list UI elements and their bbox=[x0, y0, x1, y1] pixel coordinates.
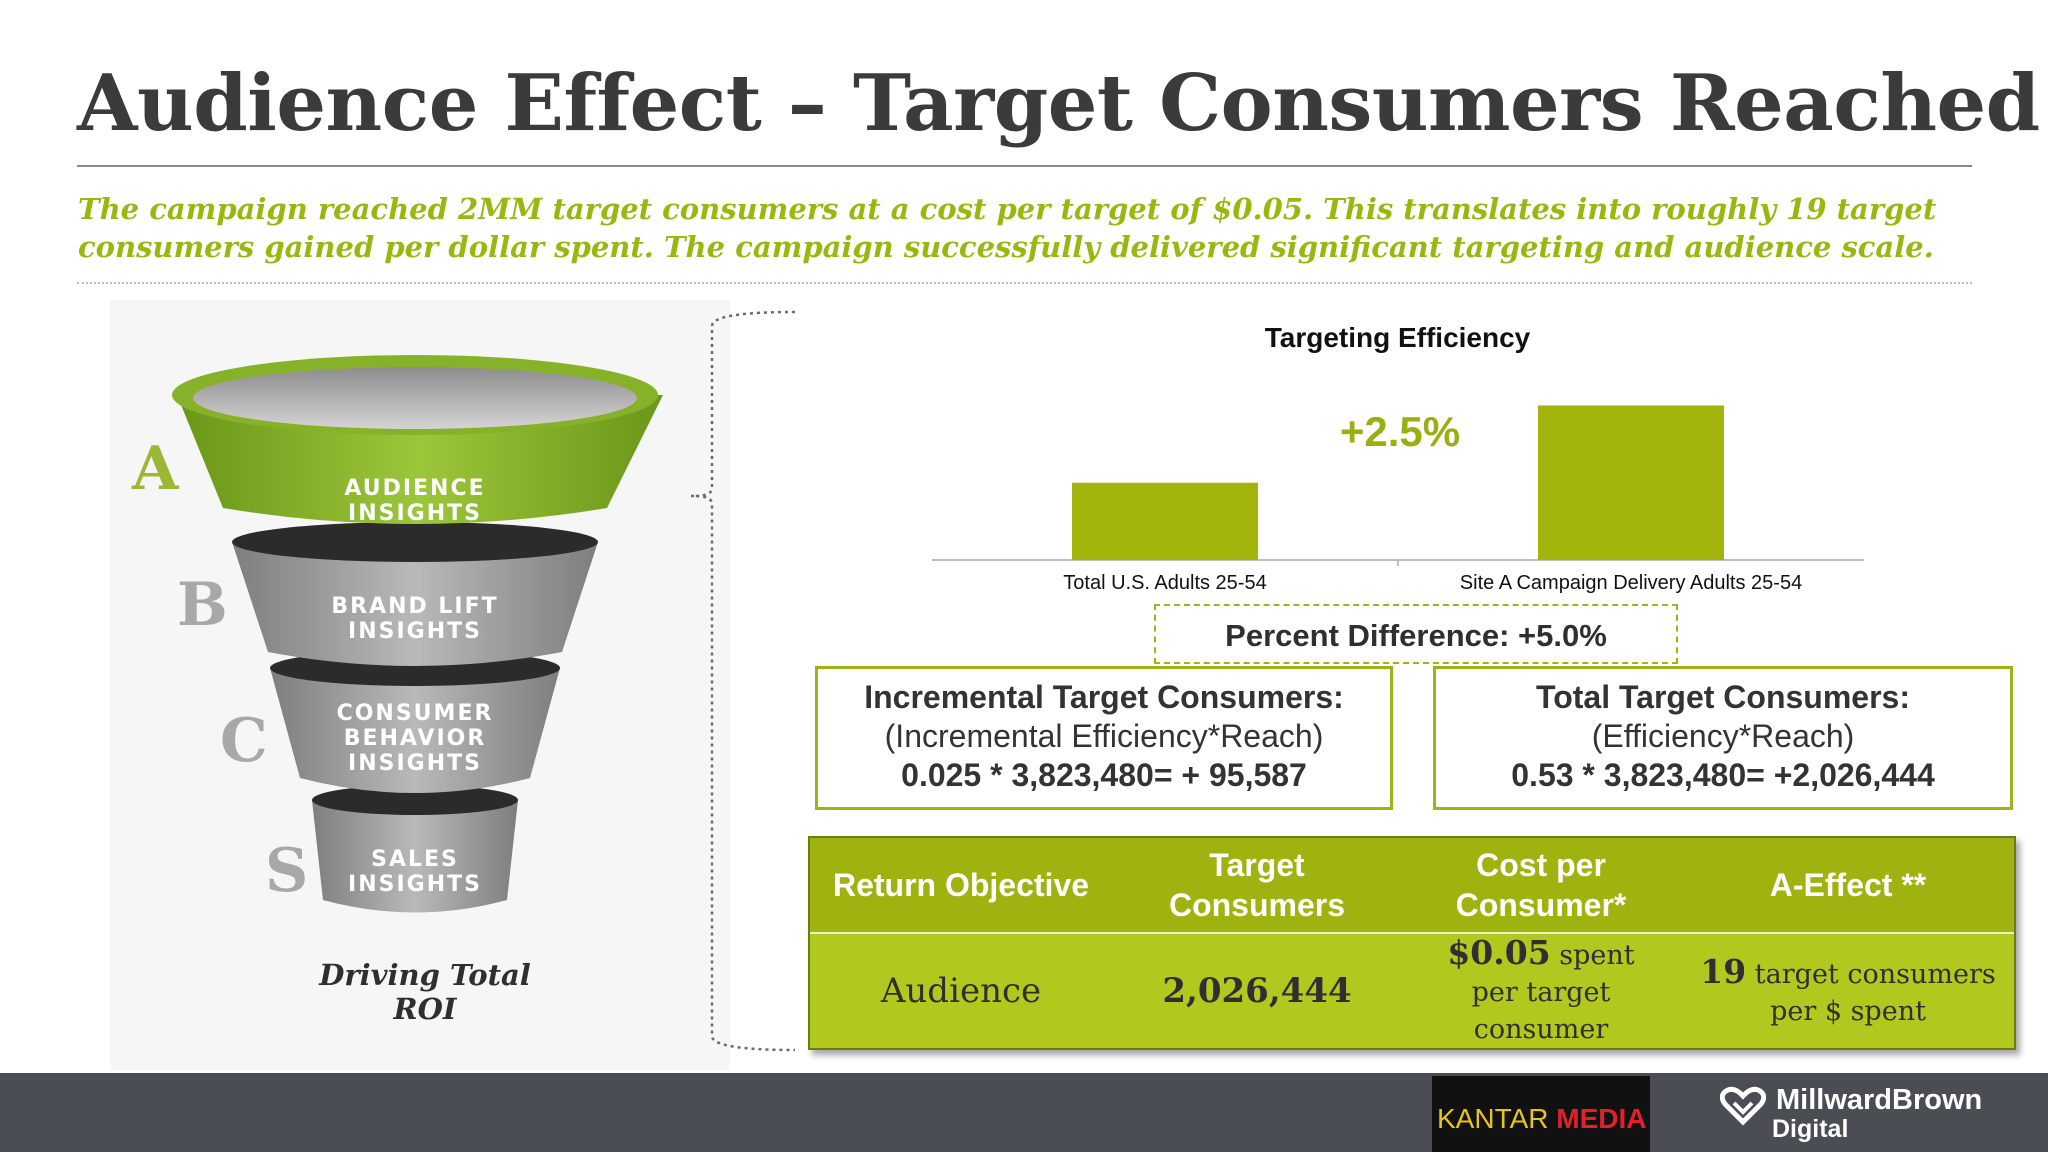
heart-icon bbox=[1720, 1086, 1766, 1126]
stage-letter-a: A bbox=[132, 434, 179, 504]
effect-value: 19 bbox=[1700, 951, 1747, 991]
funnel-caption: Driving Total ROI bbox=[319, 958, 531, 1026]
total-result: 0.53 * 3,823,480= +2,026,444 bbox=[1511, 757, 1935, 793]
total-heading: Total Target Consumers: bbox=[1536, 679, 1910, 715]
header-return-objective: Return Objective bbox=[832, 867, 1090, 903]
kantar-media-wordmark: KANTAR MEDIA bbox=[1437, 1103, 1647, 1135]
tick-label-site-a: Site A Campaign Delivery Adults 25-54 bbox=[1459, 572, 1803, 594]
incremental-target-box: Incremental Target Consumers: (Increment… bbox=[815, 666, 1393, 810]
total-target-box: Total Target Consumers: (Efficiency*Reac… bbox=[1433, 666, 2013, 810]
total-formula: (Efficiency*Reach) bbox=[1591, 718, 1855, 754]
incremental-heading: Incremental Target Consumers: bbox=[864, 679, 1344, 715]
chart-title: Targeting Efficiency bbox=[1264, 322, 1531, 353]
effect-suffix: target consumers bbox=[1746, 958, 1996, 990]
cell-a-effect: 19 target consumers per $ spent bbox=[1680, 934, 2016, 1048]
chart-annotation: +2.5% bbox=[1339, 408, 1461, 455]
stage-label-consumer-behavior: CONSUMER BEHAVIOR INSIGHTS bbox=[336, 701, 494, 776]
cell-objective: Audience bbox=[880, 971, 1042, 1011]
stage-label-audience: AUDIENCE INSIGHTS bbox=[344, 476, 486, 526]
stage-label-sales: SALES INSIGHTS bbox=[348, 847, 482, 897]
table-header bbox=[810, 838, 2014, 932]
bar-0 bbox=[1072, 482, 1258, 560]
title-divider bbox=[77, 165, 1972, 167]
millward-brown-wordmark: MillwardBrown bbox=[1776, 1084, 1983, 1116]
percent-difference-box bbox=[1154, 604, 1678, 664]
kantar-word: KANTAR bbox=[1437, 1103, 1549, 1134]
footer-bar bbox=[0, 1073, 2048, 1152]
kantar-media-word: MEDIA bbox=[1556, 1103, 1647, 1134]
dotted-brace bbox=[690, 310, 796, 1052]
stage-letter-s: S bbox=[265, 836, 309, 906]
cost-value: $0.05 bbox=[1447, 933, 1551, 972]
slide-subtitle: The campaign reached 2MM target consumer… bbox=[78, 192, 1937, 264]
kantar-media-logo bbox=[1432, 1076, 1650, 1152]
cell-target-consumers: 2,026,444 bbox=[1162, 971, 1352, 1011]
effect-line2: per $ spent bbox=[1770, 995, 1926, 1027]
results-table: Return Objective Target Consumers Cost p… bbox=[808, 836, 2016, 1050]
subtitle-divider bbox=[77, 282, 1972, 284]
cost-line2: per target consumer bbox=[1471, 977, 1611, 1045]
percent-difference-label: Percent Difference: +5.0% bbox=[1225, 618, 1607, 653]
funnel-graphic bbox=[172, 355, 663, 913]
header-target-consumers: Target Consumers bbox=[1168, 847, 1346, 923]
cell-cost-per-consumer: $0.05 spent per target consumer bbox=[1402, 934, 1680, 1048]
header-cost-per-consumer: Cost per Consumer* bbox=[1455, 847, 1627, 923]
slide-title: Audience Effect – Target Consumers Reach… bbox=[77, 58, 2040, 149]
millward-brown-digital: Digital bbox=[1772, 1115, 1849, 1143]
stage-label-brand-lift: BRAND LIFT INSIGHTS bbox=[331, 594, 499, 644]
stage-letter-b: B bbox=[177, 570, 228, 640]
table-row bbox=[810, 934, 2014, 1048]
cost-suffix: spent bbox=[1550, 940, 1635, 971]
efficiency-bar-chart bbox=[932, 405, 1864, 566]
roi-funnel: A B C S AUDIENCE INSIGHTS BRAND LIFT INS… bbox=[110, 300, 730, 1070]
header-a-effect: A-Effect ** bbox=[1769, 867, 1927, 903]
tick-label-us-adults: Total U.S. Adults 25-54 bbox=[1063, 572, 1267, 594]
stage-letter-c: C bbox=[220, 706, 268, 776]
incremental-result: 0.025 * 3,823,480= + 95,587 bbox=[901, 757, 1307, 793]
incremental-formula: (Incremental Efficiency*Reach) bbox=[884, 718, 1324, 754]
bar-1 bbox=[1538, 405, 1724, 560]
